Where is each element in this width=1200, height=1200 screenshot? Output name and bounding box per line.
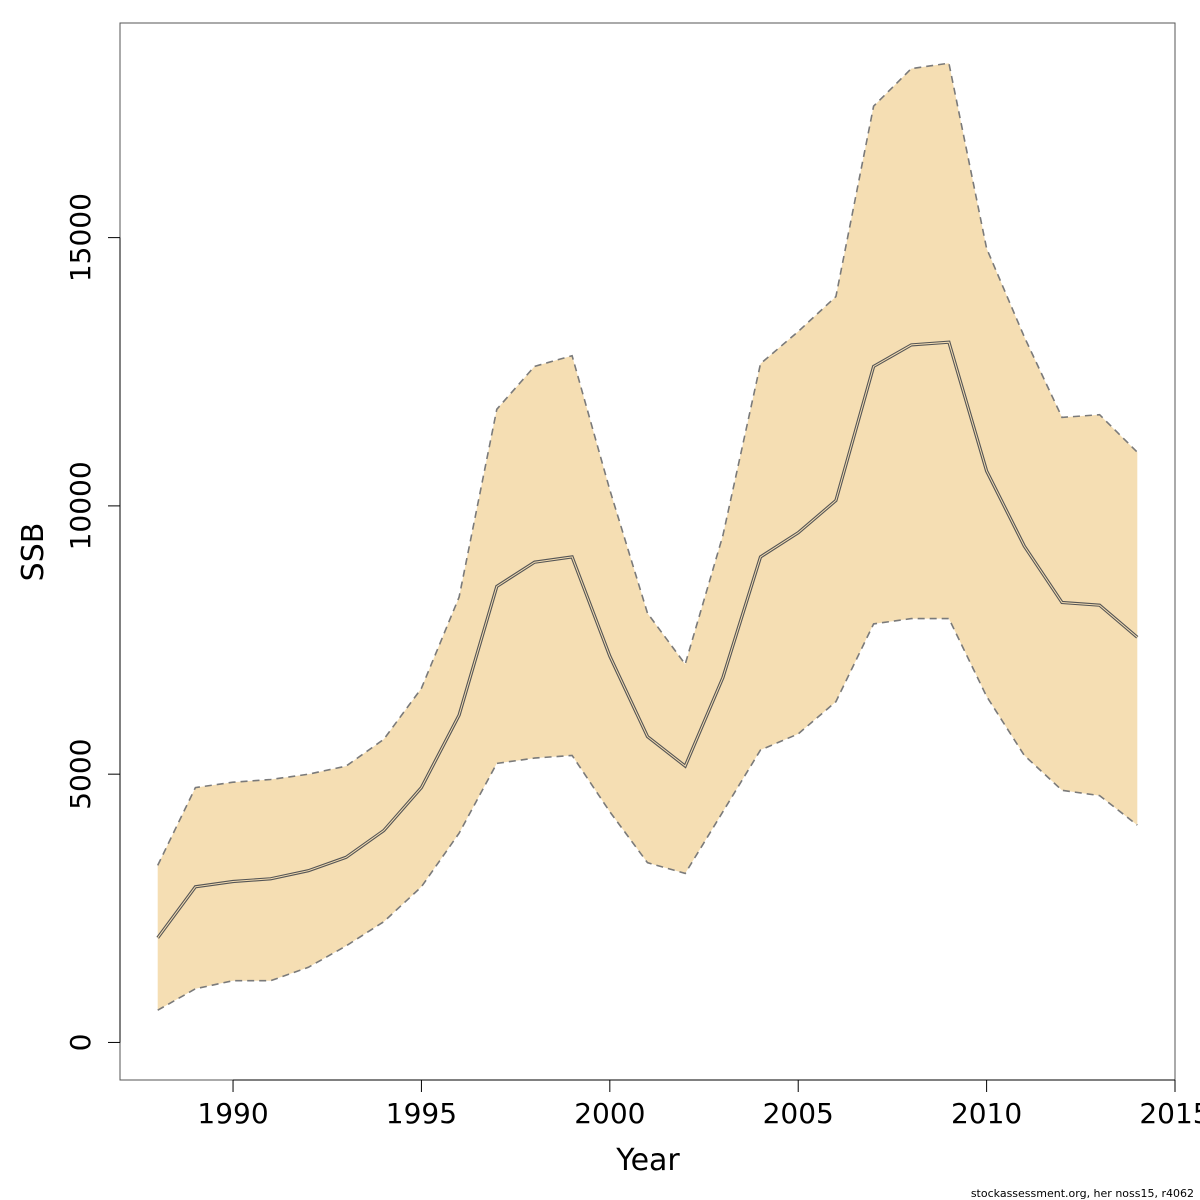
plot-area <box>156 62 1139 1011</box>
y-tick-label-10000: 10000 <box>64 461 97 550</box>
credit-label: stockassessment.org, her noss15, r4062 <box>971 1187 1194 1200</box>
x-tick-label-2000: 2000 <box>574 1097 645 1130</box>
x-tick-label-1995: 1995 <box>386 1097 457 1130</box>
lower-bound-line <box>157 617 1138 1011</box>
y-tick-label-15000: 15000 <box>64 193 97 282</box>
estimate-line <box>157 341 1138 939</box>
x-tick-label-2010: 2010 <box>951 1097 1022 1130</box>
y-axis: 0 5000 10000 15000 <box>64 193 121 1052</box>
x-tick-label-2015: 2015 <box>1139 1097 1200 1130</box>
x-axis-title: Year <box>615 1143 680 1178</box>
confidence-band <box>157 63 1138 1011</box>
y-tick-label-0: 0 <box>64 1034 97 1052</box>
upper-bound-line <box>156 62 1138 866</box>
x-tick-label-1990: 1990 <box>197 1097 268 1130</box>
y-tick-label-5000: 5000 <box>64 739 97 810</box>
y-axis-title: SSB <box>16 523 51 582</box>
x-axis: 1990 1995 2000 2005 2010 2015 <box>197 1079 1200 1130</box>
x-tick-label-2005: 2005 <box>763 1097 834 1130</box>
